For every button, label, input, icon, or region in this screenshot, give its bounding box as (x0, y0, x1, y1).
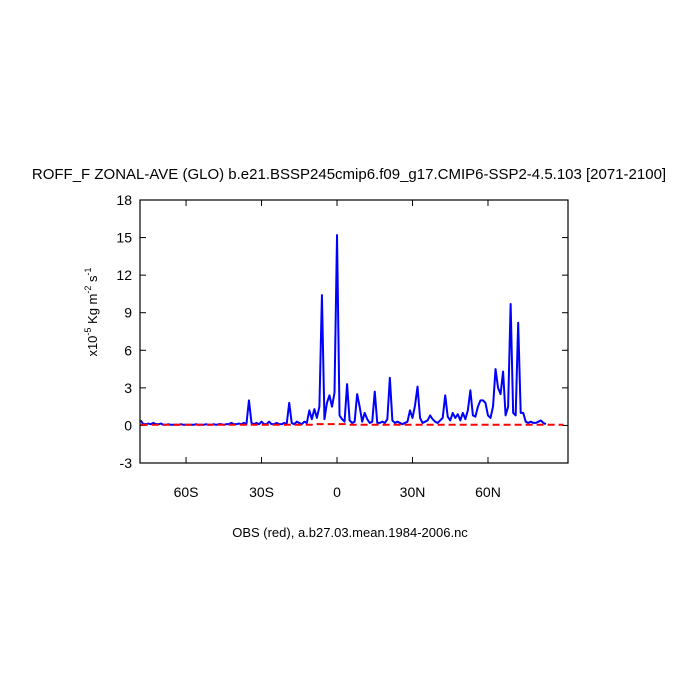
y-axis-label: x10-5 Kg m-2 s-1 (83, 267, 100, 356)
y-axis-label-part: x10 (85, 336, 100, 357)
x-tick-label: 60N (475, 484, 501, 500)
y-axis-label-superscript: -5 (83, 328, 93, 336)
y-tick-label: 9 (124, 305, 132, 321)
x-tick-label: 30N (400, 484, 426, 500)
y-tick-label: 6 (124, 342, 132, 358)
y-axis-label-superscript: -1 (83, 267, 93, 275)
x-tick-label: 60S (174, 484, 199, 500)
y-tick-label: -3 (120, 455, 133, 471)
y-tick-label: 18 (116, 192, 132, 208)
y-axis-label-superscript: -2 (83, 286, 93, 294)
y-axis-label-part: s (85, 275, 100, 286)
y-tick-label: 3 (124, 380, 132, 396)
x-tick-label: 0 (333, 484, 341, 500)
y-tick-label: 15 (116, 230, 132, 246)
chart-title: ROFF_F ZONAL-AVE (GLO) b.e21.BSSP245cmip… (32, 166, 666, 183)
footer: OBS (red), a.b27.03.mean.1984-2006.nc (232, 525, 468, 540)
y-tick-label: 0 (124, 417, 132, 433)
y-axis-label-part: Kg m (85, 294, 100, 328)
series-line (140, 423, 564, 426)
plot-area (140, 234, 564, 426)
plot-frame (139, 199, 569, 464)
y-tick-label: 12 (116, 267, 132, 283)
x-tick-label: 30S (249, 484, 274, 500)
